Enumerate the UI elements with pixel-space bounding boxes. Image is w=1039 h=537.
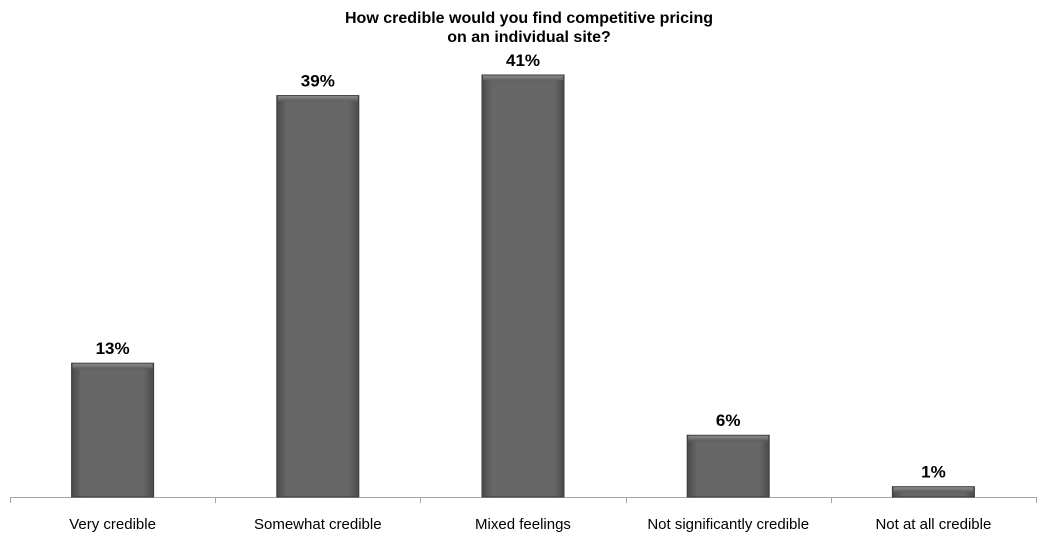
data-label: 1% — [921, 463, 946, 482]
data-label: 39% — [301, 72, 335, 91]
x-tick-label: Not at all credible — [875, 516, 991, 533]
bar-top-bevel — [483, 75, 563, 81]
x-tick-label: Somewhat credible — [254, 516, 382, 533]
x-tick-label: Very credible — [69, 516, 156, 533]
x-tick-labels: Very credible Somewhat credible Mixed feel… — [69, 516, 991, 533]
chart-title: How credible would you find competitive … — [344, 10, 714, 46]
bar-not-significantly-credible — [686, 434, 770, 498]
data-label: 13% — [96, 339, 130, 358]
bar-top-bevel — [277, 96, 358, 102]
bar-somewhat-credible — [276, 95, 360, 498]
x-axis — [10, 497, 1037, 503]
bar-mixed-feelings — [481, 74, 565, 498]
data-labels: 13% 39% 41% 6% 1% — [96, 51, 946, 482]
bar-top-bevel — [688, 435, 769, 441]
bar-very-credible — [71, 362, 155, 498]
bar-top-bevel — [893, 487, 974, 493]
x-tick-label: Mixed feelings — [475, 516, 571, 533]
data-label: 41% — [506, 51, 540, 70]
bars — [71, 74, 975, 498]
x-tick-label: Not significantly credible — [647, 516, 809, 533]
bar-top-bevel — [72, 363, 153, 369]
data-label: 6% — [716, 411, 741, 430]
